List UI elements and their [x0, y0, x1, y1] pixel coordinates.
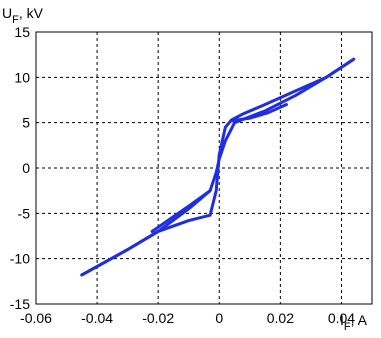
x-axis-title-unit: , A: [351, 312, 368, 328]
x-axis-title-main: I: [340, 312, 344, 328]
y-axis-title: UF, kV: [2, 5, 44, 26]
x-tick-label: 0.02: [267, 310, 294, 326]
x-tick-label: 0: [215, 310, 223, 326]
plot-frame: [35, 31, 373, 305]
y-tick-label: -15: [10, 296, 30, 312]
y-tick-label: 10: [14, 69, 30, 85]
series-group: [80, 57, 356, 277]
x-axis-title-sub: F: [344, 321, 351, 333]
y-tick-label: -10: [10, 251, 30, 267]
y-axis-title-main: U: [2, 5, 12, 21]
grid: [36, 32, 372, 304]
y-tick-label: 0: [22, 160, 30, 176]
x-tick-label: 0.04: [328, 310, 355, 326]
x-axis-title: IF, A: [340, 312, 368, 333]
y-tick-label: 15: [14, 24, 30, 40]
y-tick-label: -5: [18, 205, 31, 221]
x-tick-label: -0.06: [20, 310, 52, 326]
y-tick-label: 5: [22, 115, 30, 131]
y-axis-title-unit: , kV: [19, 5, 44, 21]
x-tick-labels: -0.06 -0.04 -0.02 0 0.02 0.04: [20, 310, 355, 326]
series-line-2: [229, 103, 288, 123]
series-line-3: [150, 189, 212, 233]
y-tick-labels: -15 -10 -5 0 5 10 15: [10, 24, 30, 312]
y-axis-title-sub: F: [12, 14, 19, 26]
series-line-1: [80, 57, 356, 277]
x-tick-label: -0.02: [142, 310, 174, 326]
x-tick-label: -0.04: [81, 310, 113, 326]
